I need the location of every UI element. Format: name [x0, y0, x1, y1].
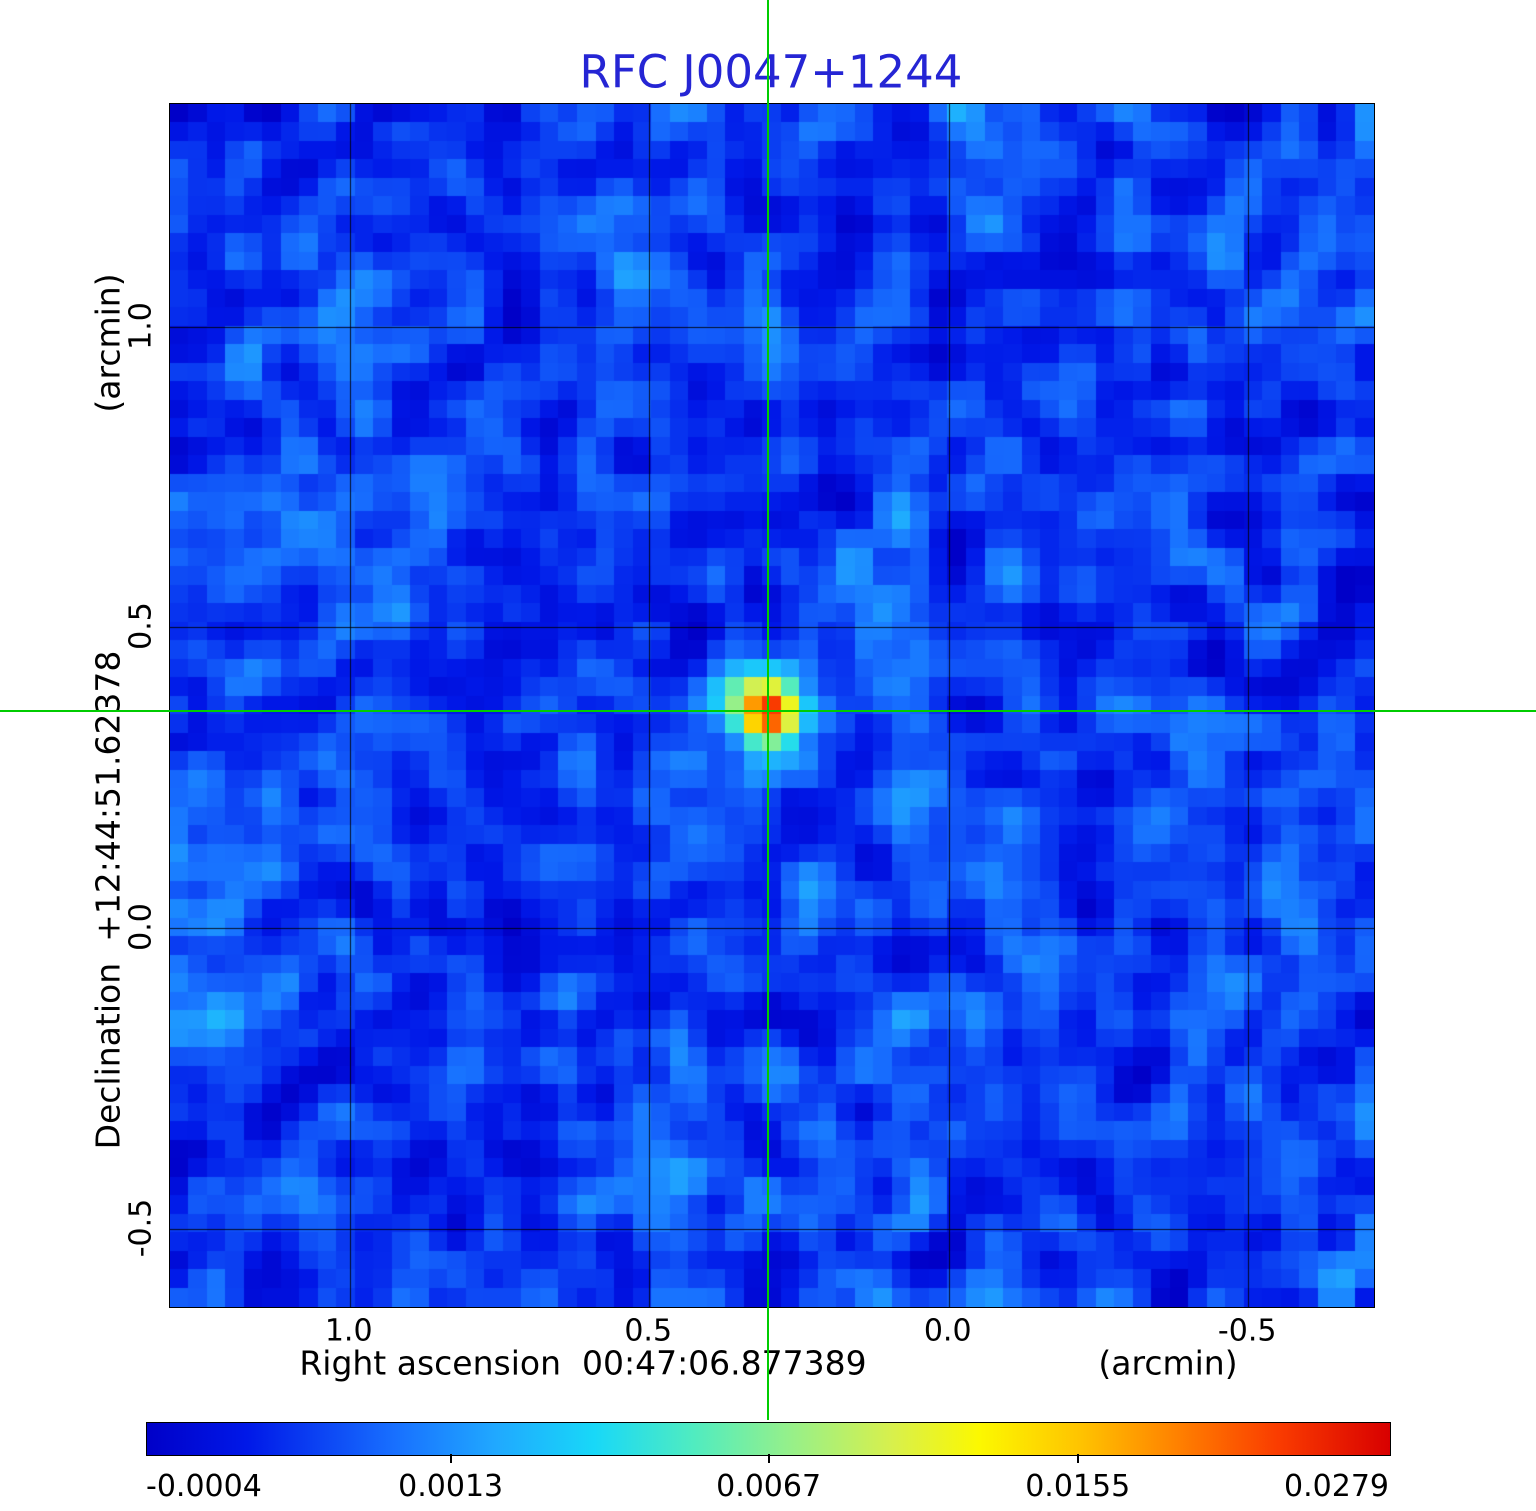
sky-map-plot — [169, 103, 1375, 1308]
x-tick-label: 0.5 — [624, 1313, 673, 1349]
colorbar-tick-label: 0.0279 — [1284, 1469, 1389, 1504]
y-tick-label: 0.0 — [123, 903, 159, 951]
y-axis-label: Declination +12:44:51.62378 — [88, 650, 128, 1150]
colorbar-tick-label: 0.0013 — [398, 1469, 504, 1504]
x-tick-label: 0.0 — [923, 1313, 972, 1349]
y-axis-unit-label: (arcmin) — [88, 273, 128, 413]
x-axis-label: Right ascension 00:47:06.877389 — [299, 1343, 867, 1383]
x-tick-label: -0.5 — [1217, 1313, 1277, 1349]
colorbar-tick-label: -0.0004 — [146, 1469, 262, 1504]
sky-map-heatmap-canvas — [170, 104, 1374, 1307]
x-tick-label: 1.0 — [324, 1313, 373, 1349]
y-tick-label: -0.5 — [123, 1198, 159, 1258]
colorbar-tick-mark — [767, 1454, 770, 1463]
colorbar-tick-mark — [1076, 1454, 1079, 1463]
y-tick-label: 0.5 — [123, 602, 159, 651]
figure-title: RFC J0047+1244 — [579, 45, 963, 99]
colorbar-gradient — [147, 1423, 1390, 1455]
y-tick-label: 1.0 — [123, 301, 159, 350]
x-axis-unit-label: (arcmin) — [1098, 1343, 1238, 1383]
colorbar-scale: -0.0004 0.0013 0.0067 0.0155 0.0279 — [146, 1422, 1389, 1504]
colorbar-tick-label: 0.0067 — [716, 1469, 822, 1504]
crosshair-horizontal-line — [0, 710, 1536, 712]
colorbar-tick-label: 0.0155 — [1025, 1469, 1131, 1504]
colorbar-tick-mark — [449, 1454, 452, 1463]
